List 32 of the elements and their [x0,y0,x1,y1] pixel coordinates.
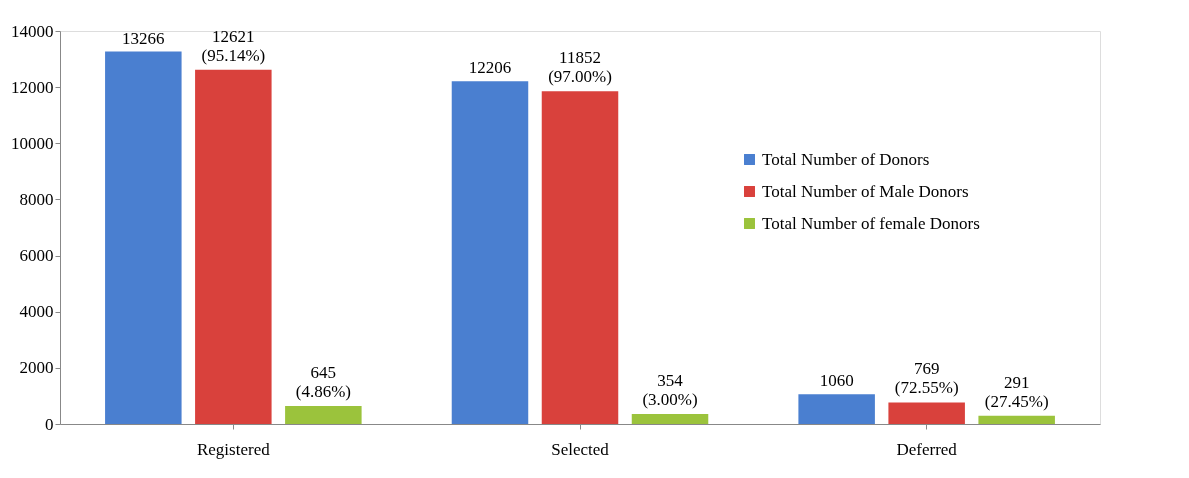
legend-label: Total Number of Donors [762,149,930,169]
data-label: 11852 (97.00%) [548,48,612,87]
data-label: 1060 [819,371,854,391]
data-label: 12206 [468,58,512,78]
y-tick-label: 10000 [11,133,54,153]
y-tick-label: 0 [45,414,54,434]
bar [541,91,619,424]
legend-label: Total Number of Male Donors [762,181,969,201]
y-tick-label: 8000 [19,189,54,209]
y-tick-label: 12000 [11,77,54,97]
y-tick-label: 14000 [11,21,54,41]
y-tick-label: 4000 [19,302,54,322]
y-tick-label: 2000 [19,358,54,378]
bar [631,414,709,424]
bar [195,69,272,424]
data-label: 12621 (95.14%) [201,26,266,65]
y-tick-label: 6000 [19,246,54,266]
bar [451,81,529,424]
legend-label: Total Number of female Donors [762,213,980,233]
data-label: 769 (72.55%) [894,359,959,398]
bar [285,405,362,424]
bar [888,402,965,424]
x-tick-label: Deferred [896,439,958,459]
data-label: 645 (4.86%) [295,362,351,401]
data-label: 13266 [122,28,165,48]
bar [105,51,182,424]
x-tick-label: Selected [551,439,610,459]
x-tick-label: Registered [196,439,271,459]
bar [978,415,1055,424]
bar [798,394,875,424]
data-label: 354 (3.00%) [642,371,698,410]
data-label: 291 (27.45%) [984,372,1049,411]
